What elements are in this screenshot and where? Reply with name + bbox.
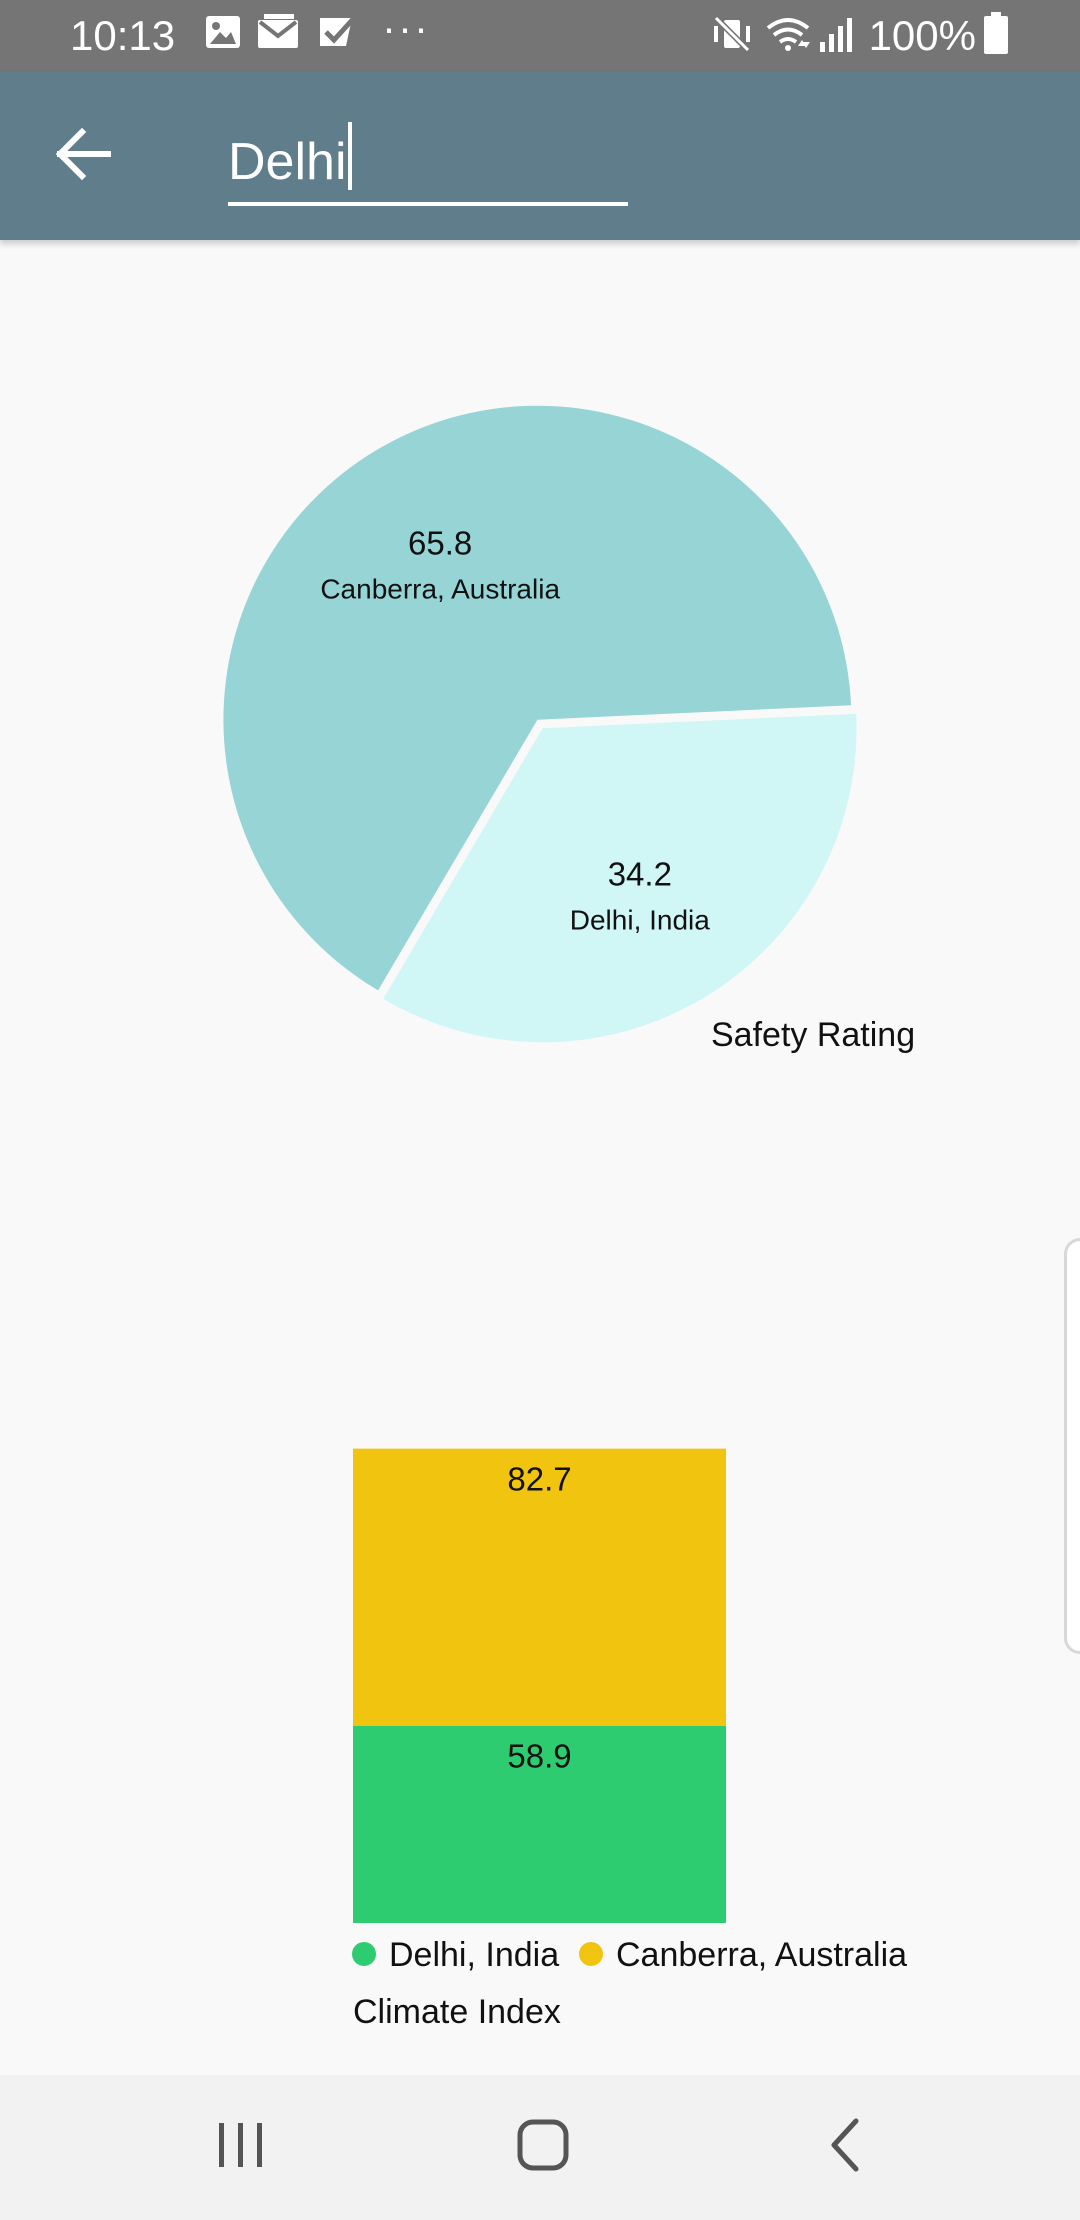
app-bar [0,72,1080,240]
battery-icon [982,12,1010,61]
back-button[interactable] [46,114,126,194]
navigation-bar [0,2075,1080,2220]
recents-button[interactable] [186,2095,296,2195]
pie-value-canberra-australia: 65.8 [408,524,472,561]
pie-label-canberra-australia: Canberra, Australia [320,573,560,604]
home-icon [517,2119,569,2171]
recents-icon [219,2123,262,2167]
pie-slice-delhi-india [383,713,857,1043]
arrow-back-icon [55,127,111,181]
status-bar: 10:13 ··· [0,0,1080,72]
edge-panel-handle[interactable] [1064,1238,1080,1654]
legend-label-delhi: Delhi, India [389,1936,559,1974]
pie-slice-canberra-australia [223,405,852,991]
legend-dot-delhi [352,1942,376,1966]
bar-value-delhi-india: 58.9 [507,1738,571,1775]
pie-label-delhi-india: Delhi, India [570,905,711,936]
bar-segment-delhi-india [353,1725,726,1923]
vibrate-icon [712,14,752,59]
battery-percentage: 100% [868,12,976,59]
bar-segment-canberra-australia [353,1448,726,1726]
legend-label-canberra: Canberra, Australia [616,1936,907,1974]
nav-back-button[interactable] [790,2095,900,2195]
more-notifications-icon: ··· [382,4,430,51]
text-cursor [348,122,352,190]
wifi-icon [764,14,812,59]
legend-dot-canberra [579,1942,603,1966]
safety-rating-pie-chart: 34.2 Delhi, India 65.8 Canberra, Australia [223,405,857,1043]
home-button[interactable] [488,2095,598,2195]
bar-chart-title: Climate Index [353,1993,561,2031]
bar-value-canberra-australia: 82.7 [507,1461,571,1498]
chart-area: 34.2 Delhi, India 65.8 Canberra, Australia … [0,240,1080,2075]
status-time: 10:13 [70,12,176,59]
task-check-icon [318,14,358,55]
image-icon [204,14,242,55]
climate-index-bar-chart: 58.9 82.7 [353,1448,726,1923]
back-chevron-icon [831,2118,859,2172]
search-input[interactable] [228,122,628,206]
pie-value-delhi-india: 34.2 [608,856,672,893]
pie-chart-title: Safety Rating [711,1016,915,1054]
gmail-icon [256,14,300,55]
signal-icon [818,14,856,59]
bar-chart-legend: Delhi, India Canberra, Australia [352,1936,907,1974]
